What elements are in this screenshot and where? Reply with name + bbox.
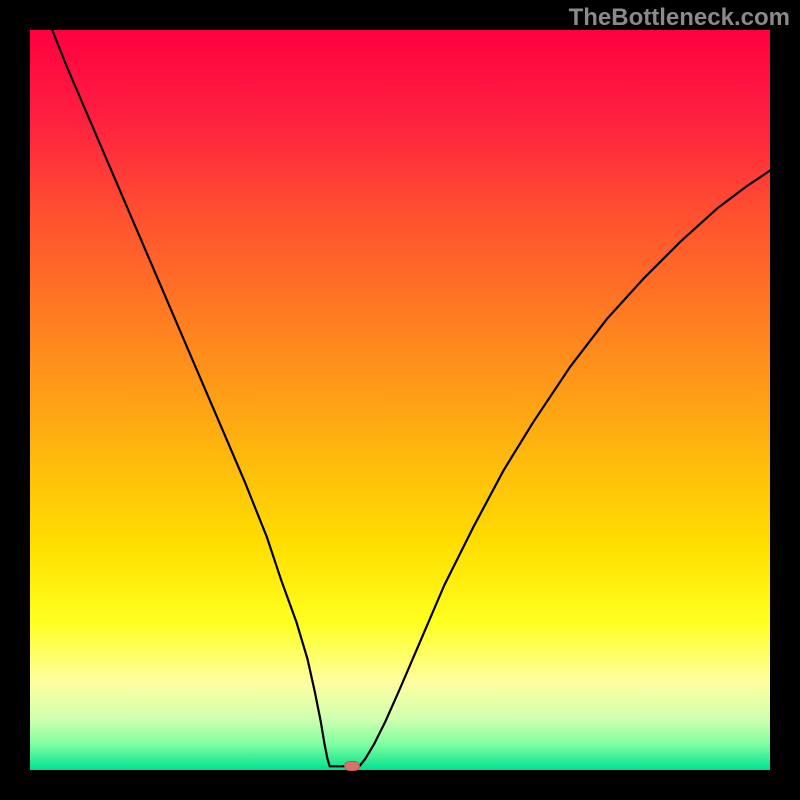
chart-plot-area — [30, 30, 770, 770]
optimal-point-marker — [344, 761, 360, 771]
watermark-text: TheBottleneck.com — [569, 4, 790, 32]
bottleneck-curve — [30, 30, 770, 770]
